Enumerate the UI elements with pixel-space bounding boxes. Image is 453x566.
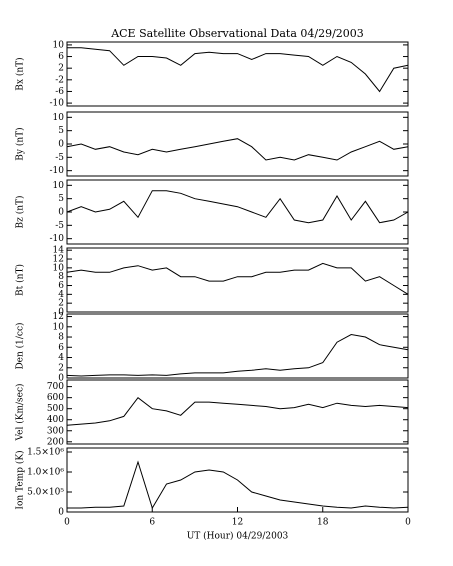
y-tick-label: 10 [53, 181, 65, 191]
y-tick-label: 10 [53, 322, 65, 332]
y-tick-label: 0 [58, 140, 64, 150]
y-tick-label: -10 [50, 166, 65, 176]
panel-frame [66, 247, 409, 313]
y-tick-label: 5 [58, 126, 64, 136]
y-tick-label: 1.0×10⁶ [27, 468, 64, 478]
y-tick-label: -5 [55, 153, 64, 163]
data-line [66, 333, 409, 377]
x-tick-label: 6 [149, 518, 155, 528]
y-axis-label: Vel (Km/sec) [15, 383, 26, 441]
y-tick-label: 10 [53, 263, 65, 273]
y-axis-label: By (nT) [15, 127, 26, 160]
y-axis-label: Ion Temp (K) [15, 450, 26, 509]
x-tick-label: 0 [405, 518, 411, 528]
y-tick-label: 600 [47, 393, 64, 403]
y-tick-label: -10 [50, 99, 65, 109]
y-tick-label: -6 [55, 87, 64, 97]
y-tick-label: -2 [55, 75, 64, 85]
y-tick-label: 8 [58, 272, 64, 282]
data-line [66, 396, 409, 426]
y-axis-label: Bx (nT) [15, 57, 26, 90]
y-tick-label: -5 [55, 221, 64, 231]
y-tick-label: 10 [53, 113, 65, 123]
data-line [66, 138, 409, 161]
y-tick-label: 400 [47, 415, 64, 425]
panel-frame [66, 111, 409, 177]
y-axis-label: Bz (nT) [15, 195, 26, 228]
y-tick-label: 500 [47, 404, 64, 414]
x-tick-label: 12 [232, 518, 243, 528]
x-tick-label: 18 [317, 518, 329, 528]
y-tick-label: 4 [58, 353, 64, 363]
panel-frame [66, 379, 409, 445]
y-tick-label: 2 [58, 299, 64, 309]
y-tick-label: 2 [58, 64, 64, 74]
panel-frame [66, 41, 409, 107]
y-tick-label: 2 [58, 363, 64, 373]
y-tick-label: 14 [53, 246, 65, 256]
y-axis-label: Bt (nT) [15, 264, 26, 296]
data-line [67, 460, 409, 510]
y-axis-label: Den (1/cc) [15, 322, 26, 369]
y-tick-label: 300 [47, 426, 64, 436]
data-line [67, 47, 409, 93]
y-tick-label: 0 [58, 374, 64, 384]
y-tick-label: 12 [53, 255, 64, 265]
y-tick-label: 0 [58, 308, 64, 318]
y-tick-label: -10 [50, 234, 65, 244]
y-tick-label: 12 [53, 312, 64, 322]
y-tick-label: 6 [58, 343, 64, 353]
y-tick-label: 200 [47, 437, 64, 447]
x-tick-label: 0 [64, 518, 70, 528]
y-tick-label: 700 [47, 382, 64, 392]
y-tick-label: 6 [58, 52, 64, 62]
y-tick-label: 10 [53, 40, 65, 50]
y-tick-label: 1.5×10⁶ [27, 448, 64, 458]
data-line [66, 190, 409, 224]
chart-title: ACE Satellite Observational Data 04/29/2… [110, 27, 364, 40]
panel-frame [66, 313, 409, 379]
x-axis-label: UT (Hour) 04/29/2003 [187, 531, 289, 542]
y-tick-label: 0 [58, 208, 64, 218]
y-tick-label: 6 [58, 281, 64, 291]
y-tick-label: 0 [58, 508, 64, 518]
y-tick-label: 8 [58, 333, 64, 343]
y-tick-label: 4 [58, 290, 64, 300]
data-line [66, 262, 409, 295]
y-tick-label: 5.0×10⁵ [27, 488, 64, 498]
y-tick-label: 5 [58, 194, 64, 204]
